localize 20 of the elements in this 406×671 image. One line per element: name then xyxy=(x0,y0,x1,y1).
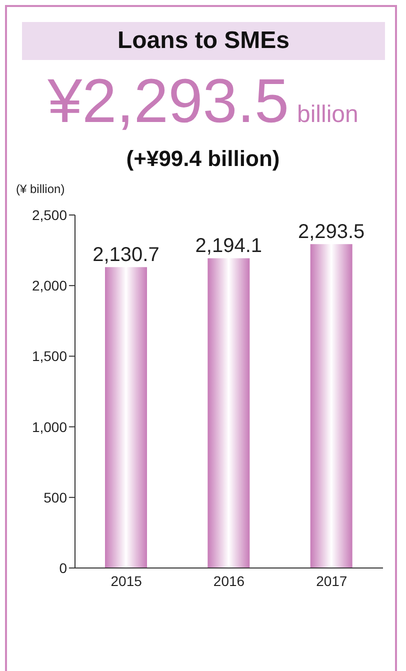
y-tick-label: 500 xyxy=(44,489,68,506)
y-tick-label: 2,000 xyxy=(32,278,68,294)
data-label: 2,293.5 xyxy=(298,221,365,244)
y-tick-label: 1,500 xyxy=(32,348,68,364)
bar xyxy=(310,244,352,568)
y-axis-title: (¥ billion) xyxy=(16,182,65,196)
bar xyxy=(208,258,250,568)
x-tick-label: 2017 xyxy=(316,572,348,589)
data-label: 2,194.1 xyxy=(195,235,262,258)
chart-title: Loans to SMEs xyxy=(22,22,385,60)
data-label: 2,130.7 xyxy=(92,244,160,266)
y-tick-label: 2,500 xyxy=(32,206,68,223)
text: (+¥99.4 billion) xyxy=(125,146,281,172)
x-tick-label: 2016 xyxy=(213,572,245,589)
bar xyxy=(105,267,147,568)
chart-subtitle: ¥2,293.5 xyxy=(48,66,289,137)
text: billion xyxy=(296,101,358,129)
x-tick-label: 2015 xyxy=(110,572,142,589)
y-tick-label: 1,000 xyxy=(32,418,68,435)
y-tick-label: 0 xyxy=(59,560,68,576)
